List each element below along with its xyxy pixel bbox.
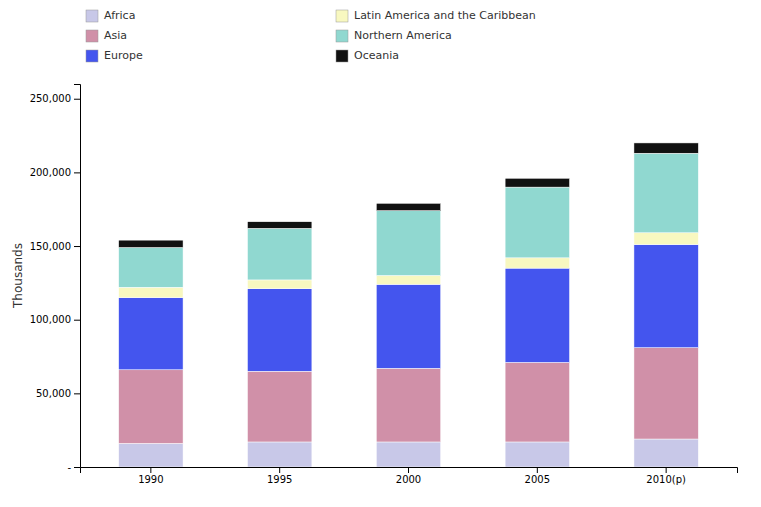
chart: 1990 1995 2000 2005 2010(p) - 50,000 100,000 150…	[0, 0, 761, 507]
bar	[634, 143, 698, 153]
bar	[376, 276, 440, 285]
series	[119, 153, 699, 287]
bar	[505, 187, 569, 258]
bar	[376, 442, 440, 467]
legend-label: Latin America and the Caribbean	[354, 9, 536, 22]
bar	[119, 298, 183, 370]
bar	[247, 371, 311, 442]
legend-swatch	[336, 30, 348, 42]
x-tick-mark	[150, 467, 151, 473]
bar	[634, 245, 698, 348]
bar	[634, 439, 698, 467]
x-axis: 1990 1995 2000 2005 2010(p)	[81, 467, 738, 485]
legend-label: Asia	[104, 29, 127, 42]
legend-swatch	[86, 10, 98, 22]
x-tick: 2000	[396, 467, 421, 485]
y-tick-label: 250,000	[30, 93, 71, 104]
axis-line	[74, 85, 81, 468]
series	[119, 439, 699, 467]
legend: Africa Asia Europe Latin America and the Ca…	[86, 9, 536, 62]
y-tick: 100,000	[30, 314, 80, 325]
bar	[505, 258, 569, 268]
y-axis-label: Thousands	[11, 243, 25, 309]
bar	[119, 370, 183, 444]
y-tick-mark	[74, 467, 80, 468]
bar	[376, 368, 440, 442]
y-tick-mark	[74, 246, 80, 247]
y-tick-label: 200,000	[30, 167, 71, 178]
axis-line	[81, 468, 738, 474]
y-tick-mark	[74, 172, 80, 173]
series	[119, 143, 699, 248]
legend-item: Latin America and the Caribbean	[336, 9, 536, 22]
bar	[505, 362, 569, 442]
bar	[247, 280, 311, 289]
x-tick-mark	[408, 467, 409, 473]
y-tick: 150,000	[30, 241, 80, 252]
y-tick: -	[67, 462, 80, 473]
bar	[376, 284, 440, 368]
legend-label: Northern America	[354, 29, 452, 42]
legend-label: Oceania	[354, 49, 399, 62]
legend-swatch	[336, 50, 348, 62]
x-tick-label: 2000	[396, 474, 421, 485]
bar	[247, 289, 311, 371]
x-tick-mark	[537, 467, 538, 473]
x-tick-mark	[279, 467, 280, 473]
plot: 1990 1995 2000 2005 2010(p) - 50,000 100,000 150…	[30, 85, 738, 486]
legend-item: Europe	[86, 49, 143, 62]
y-axis: - 50,000 100,000 150,000 200,000 250,000	[30, 85, 81, 473]
legend-swatch	[86, 50, 98, 62]
y-tick-label: 150,000	[30, 241, 71, 252]
bar	[119, 287, 183, 297]
y-tick-label: 100,000	[30, 314, 71, 325]
y-tick-mark	[74, 393, 80, 394]
y-tick-label: 50,000	[36, 388, 71, 399]
y-tick: 200,000	[30, 167, 80, 178]
legend-item: Asia	[86, 29, 127, 42]
legend-label: Africa	[104, 9, 135, 22]
bar	[247, 228, 311, 280]
y-tick: 50,000	[36, 388, 80, 399]
bar	[634, 233, 698, 245]
x-tick: 1990	[138, 467, 163, 485]
legend-item: Oceania	[336, 49, 399, 62]
bar	[634, 348, 698, 439]
x-tick: 1995	[267, 467, 292, 485]
bar	[119, 443, 183, 467]
x-tick-label: 1990	[138, 474, 163, 485]
bar	[505, 268, 569, 362]
x-tick: 2010(p)	[646, 467, 686, 485]
x-tick-label: 2005	[525, 474, 550, 485]
bar	[505, 442, 569, 467]
x-tick-label: 1995	[267, 474, 292, 485]
legend-swatch	[86, 30, 98, 42]
bar	[119, 240, 183, 247]
bars	[119, 143, 699, 467]
x-tick-mark	[666, 467, 667, 473]
legend-swatch	[336, 10, 348, 22]
y-tick: 250,000	[30, 93, 80, 104]
bar	[247, 222, 311, 229]
legend-item: Africa	[86, 9, 135, 22]
bar	[119, 248, 183, 288]
bar	[247, 442, 311, 467]
y-tick-mark	[74, 320, 80, 321]
y-tick-label: -	[67, 462, 71, 473]
bar	[634, 153, 698, 233]
legend-label: Europe	[104, 49, 143, 62]
y-tick-mark	[74, 99, 80, 100]
bar	[376, 203, 440, 210]
x-tick-label: 2010(p)	[646, 474, 686, 485]
x-tick: 2005	[525, 467, 550, 485]
bar	[505, 178, 569, 187]
legend-item: Northern America	[336, 29, 452, 42]
bar	[376, 211, 440, 276]
